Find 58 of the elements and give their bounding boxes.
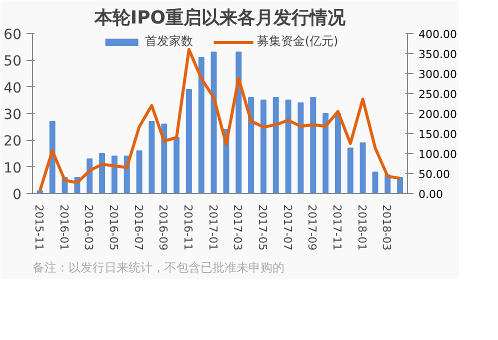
bar: [322, 113, 329, 194]
bar: [285, 100, 292, 194]
text: 备注：以发行日来统计，不包含已批准未申购的: [32, 260, 284, 274]
x-tick-label: 2016-05: [106, 204, 120, 250]
y2-tick-label: 100.00: [418, 148, 457, 161]
legend-label: 首发家数: [144, 33, 193, 50]
bar: [260, 100, 266, 194]
bar: [334, 113, 341, 194]
y-tick-label: 30: [4, 107, 22, 123]
bar: [372, 172, 378, 194]
x-tick-label: 2017-03: [231, 204, 244, 250]
line-series: [38, 48, 402, 192]
y2-tick-label: 200.00: [418, 108, 457, 121]
x-tick-label: 2018-01: [355, 204, 368, 250]
x-tick-label: 2016-03: [82, 204, 96, 250]
x-tick-label: 2015-11: [32, 204, 46, 250]
bar: [174, 137, 180, 194]
bar: [198, 57, 204, 194]
y2-tick-label: 0.00: [418, 188, 443, 201]
bar: [272, 97, 279, 194]
y-tick-label: 40: [4, 80, 22, 96]
x-tick-label: 2017-07: [280, 204, 294, 250]
bar: [298, 102, 304, 194]
bar: [148, 121, 155, 194]
legend-label: 募集资金(亿元): [256, 33, 338, 50]
bar: [161, 124, 168, 194]
y2-tick-label: 150.00: [418, 128, 457, 141]
chart-title: 本轮IPO重启以来各月发行情况: [93, 8, 347, 28]
bar: [360, 142, 366, 194]
x-tick-label: 2017-01: [206, 204, 220, 250]
y-tick-label: 20: [4, 134, 22, 150]
bar: [397, 177, 404, 194]
x-tick-label: 2016-11: [181, 204, 194, 250]
bar: [248, 97, 254, 194]
bar: [99, 153, 106, 194]
x-tick-label: 2016-09: [156, 204, 170, 250]
bar: [186, 89, 192, 194]
y-tick-label: 0: [12, 187, 22, 203]
x-tick-label: 2018-03: [380, 204, 394, 250]
bar: [111, 156, 118, 194]
bar: [236, 52, 242, 194]
bar: [210, 52, 217, 194]
y-tick-label: 60: [4, 27, 22, 43]
bar: [347, 148, 354, 194]
x-tick-label: 2017-11: [330, 204, 344, 250]
bar: [136, 150, 142, 194]
x-tick-label: 2017-05: [256, 204, 269, 250]
bar: [310, 97, 316, 194]
y-tick-label: 10: [4, 160, 22, 176]
y2-tick-label: 400.00: [418, 28, 457, 41]
x-tick-label: 2016-07: [132, 204, 145, 250]
x-tick-label: 2017-09: [306, 204, 319, 250]
y2-tick-label: 250.00: [418, 88, 457, 101]
y2-tick-label: 350.00: [418, 48, 457, 61]
x-tick-label: 2016-01: [57, 204, 70, 250]
y2-tick-label: 300.00: [418, 68, 457, 81]
y-tick-label: 50: [4, 54, 22, 70]
y2-tick-label: 50.00: [418, 168, 450, 181]
